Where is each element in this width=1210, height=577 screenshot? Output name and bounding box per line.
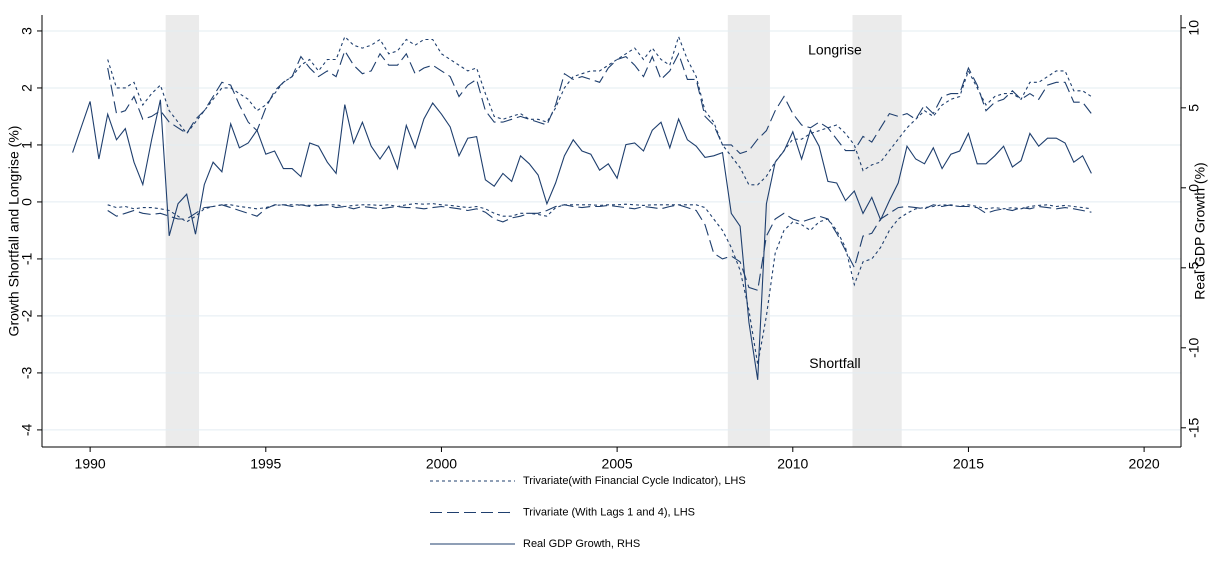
x-tick-label: 2000 <box>426 456 457 472</box>
y-tick-label: -1 <box>19 252 35 265</box>
x-tick-label: 1995 <box>250 456 281 472</box>
series-line <box>72 99 1092 380</box>
series-line <box>107 203 1092 365</box>
y-tick-label: 1 <box>19 141 35 149</box>
legend-label: Trivariate(with Financial Cycle Indicato… <box>523 475 746 487</box>
legend-label: Real GDP Growth, RHS <box>523 538 640 550</box>
annotation: Longrise <box>808 42 862 58</box>
x-tick-label: 2010 <box>777 456 808 472</box>
annotation: Shortfall <box>809 355 860 371</box>
y2-axis-title: Real GDP Growth (%) <box>1192 162 1208 299</box>
y-tick-label: -3 <box>19 366 35 379</box>
y-tick-label: -4 <box>19 423 35 436</box>
y2-tick-label: -10 <box>1186 337 1202 357</box>
y2-tick-label: 10 <box>1186 20 1202 36</box>
recession-band <box>165 15 200 447</box>
legend-label: Trivariate (With Lags 1 and 4), LHS <box>523 506 695 518</box>
recession-band <box>852 15 902 447</box>
y2-tick-label: -15 <box>1186 417 1202 437</box>
y-tick-label: 3 <box>19 27 35 35</box>
series-line <box>107 35 1092 186</box>
series-line <box>107 49 1092 155</box>
x-tick-label: 2020 <box>1129 456 1160 472</box>
series-line <box>107 204 1092 292</box>
y-tick-label: 0 <box>19 198 35 206</box>
y-tick-label: -2 <box>19 309 35 322</box>
recession-band <box>727 15 770 447</box>
y2-tick-label: -5 <box>1186 261 1202 274</box>
x-tick-label: 2015 <box>953 456 984 472</box>
x-tick-label: 1990 <box>75 456 106 472</box>
y-tick-label: 2 <box>19 84 35 92</box>
y2-tick-label: 0 <box>1186 184 1202 192</box>
x-tick-label: 2005 <box>602 456 633 472</box>
y2-tick-label: 5 <box>1186 104 1202 112</box>
y-axis-title: Growth Shortfall and Longrise (%) <box>6 126 22 337</box>
